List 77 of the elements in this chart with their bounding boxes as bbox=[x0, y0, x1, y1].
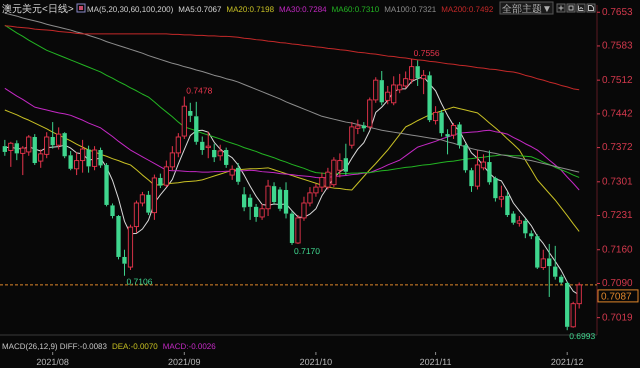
candlestick bbox=[457, 122, 462, 150]
text: MA60:0.7310 bbox=[332, 5, 380, 14]
y-tick-label: 0.7653 bbox=[602, 6, 634, 18]
candlestick bbox=[421, 70, 426, 95]
y-tick-label: 0.7372 bbox=[602, 142, 634, 154]
candlestick bbox=[415, 60, 420, 86]
candlestick bbox=[523, 218, 528, 239]
line-series bbox=[4, 106, 580, 232]
annotation: 0.7170 bbox=[294, 246, 320, 256]
y-tick-label: 0.7512 bbox=[602, 74, 634, 86]
candlestick bbox=[14, 140, 19, 161]
text: MA100:0.7321 bbox=[384, 5, 437, 14]
candlestick bbox=[254, 203, 258, 222]
text: MACD(26,12,9) DIFF:-0.0083 bbox=[2, 342, 108, 351]
y-tick-label: 0.7231 bbox=[602, 210, 634, 222]
x-tick-label: 2021/12 bbox=[550, 357, 584, 367]
y-tick-label: 0.7019 bbox=[602, 312, 634, 324]
candlestick bbox=[362, 122, 366, 132]
candlestick bbox=[212, 143, 216, 163]
candlestick bbox=[218, 144, 223, 162]
candlestick bbox=[158, 173, 163, 189]
x-tick-label: 2021/09 bbox=[168, 357, 201, 367]
candlestick bbox=[427, 70, 432, 123]
candlestick bbox=[493, 176, 498, 202]
candlestick bbox=[104, 162, 109, 207]
candlestick bbox=[32, 134, 37, 166]
candlestick bbox=[565, 281, 570, 331]
candlestick bbox=[98, 147, 103, 168]
candlestick bbox=[122, 249, 127, 276]
annotation: 全部主题▼ bbox=[502, 3, 552, 15]
y-tick-label: 0.7583 bbox=[602, 40, 634, 52]
line-series bbox=[4, 88, 580, 190]
candlestick bbox=[344, 143, 348, 176]
candlestick bbox=[463, 143, 468, 174]
annotation: 0.7556 bbox=[414, 48, 440, 58]
candlestick bbox=[553, 245, 558, 280]
candlestick bbox=[152, 174, 157, 220]
ref-line-label: 0.7087 bbox=[601, 291, 632, 302]
candlestick bbox=[230, 164, 235, 180]
y-tick-label: 0.7442 bbox=[602, 108, 634, 120]
candlestick bbox=[498, 185, 504, 208]
annotation: 0.7478 bbox=[186, 86, 213, 96]
x-tick-label: 2021/10 bbox=[300, 357, 332, 367]
candlestick bbox=[290, 210, 294, 246]
x-tick-label: 2021/11 bbox=[420, 357, 452, 367]
candlestick bbox=[439, 110, 444, 138]
y-tick-label: 0.7301 bbox=[602, 176, 634, 188]
x-tick-label: 2021/08 bbox=[36, 357, 69, 367]
candlestick bbox=[529, 230, 534, 240]
y-tick-label: 0.7160 bbox=[602, 244, 634, 256]
text: MA30:0.7284 bbox=[279, 5, 328, 14]
candlestick bbox=[432, 106, 438, 125]
candlestick bbox=[188, 102, 192, 123]
annotation: 0.7106 bbox=[126, 276, 153, 287]
candlestick bbox=[110, 202, 115, 219]
candlestick bbox=[2, 139, 7, 156]
annotation: 0.6993 bbox=[569, 331, 596, 342]
text: MA200:0.7492 bbox=[441, 5, 494, 14]
candlestick bbox=[445, 128, 450, 155]
text: DEA:-0.0070 bbox=[112, 342, 158, 351]
text: MA20:0.7198 bbox=[226, 5, 275, 14]
candlestick bbox=[284, 182, 288, 219]
candlestick bbox=[272, 182, 276, 204]
text: MACD:-0.0026 bbox=[162, 342, 216, 351]
candlestick bbox=[86, 145, 91, 174]
y-tick-label: 0.7090 bbox=[602, 278, 634, 290]
text: MA5:0.7067 bbox=[178, 5, 222, 14]
candlestick bbox=[547, 243, 552, 298]
chart-title: 澳元美元<日线> bbox=[2, 3, 74, 15]
candlestick bbox=[50, 122, 55, 150]
candlestick bbox=[206, 131, 211, 159]
candlestick bbox=[200, 136, 204, 156]
candlestick bbox=[146, 190, 151, 216]
candlestick bbox=[516, 216, 522, 228]
candlestick bbox=[224, 147, 228, 168]
candlestick bbox=[116, 214, 121, 260]
legend-title: MA(5,20,30,60,100,200) bbox=[87, 5, 174, 14]
